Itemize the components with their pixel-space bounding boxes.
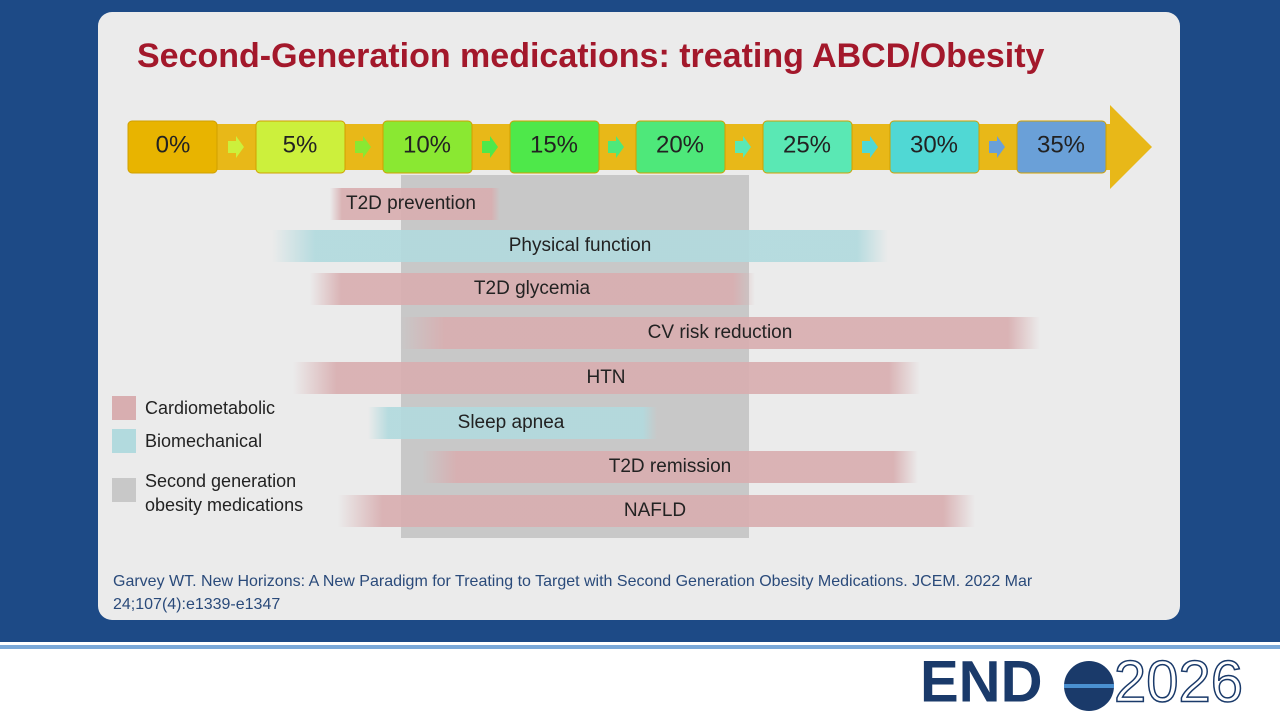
legend-swatch (112, 429, 136, 453)
scale-label: 15% (530, 131, 578, 158)
outcome-label: T2D glycemia (474, 278, 591, 299)
outcome-bar (338, 495, 975, 527)
scale-box (1016, 120, 1107, 174)
outcome-label: NAFLD (624, 500, 686, 521)
scale-label: 30% (910, 131, 958, 158)
scale-box (127, 120, 218, 174)
logo-year: 2026 (1114, 649, 1243, 714)
scale-box (889, 120, 980, 174)
scale-label: 20% (656, 131, 704, 158)
legend-label: Second generation (145, 471, 296, 491)
title: Second-Generation medications: treating … (137, 37, 1045, 75)
scale-arrow (228, 136, 244, 158)
scale: 0% 5% 10% 15% 20% 25% 30% 35% (127, 120, 1107, 174)
legend-label: Cardiometabolic (145, 398, 275, 418)
outcome-label: CV risk reduction (648, 322, 793, 343)
scale-box (635, 120, 726, 174)
outcome-bar (293, 362, 920, 394)
outcome-label: Physical function (509, 235, 652, 256)
outcome-bar (310, 273, 755, 305)
logo-text: END (920, 649, 1042, 714)
outcome-bar (400, 317, 1040, 349)
legend-swatch (112, 478, 136, 502)
outcome-bar (330, 188, 500, 220)
outcome-bar (368, 407, 657, 439)
outcome-label: T2D prevention (346, 193, 476, 214)
outcome-label: T2D remission (609, 456, 731, 477)
bars: T2D prevention Physical function T2D glyce… (272, 188, 1040, 527)
footer-line (0, 645, 1280, 649)
outcome-bar (272, 230, 888, 262)
citation: Garvey WT. New Horizons: A New Paradigm … (113, 573, 1033, 590)
arrow-head (1110, 105, 1152, 189)
logo-globe-band (1064, 684, 1114, 688)
scale-box (382, 120, 473, 174)
legend-label: obesity medications (145, 495, 303, 515)
scale-arrow (735, 136, 751, 158)
scale-arrow (355, 136, 371, 158)
legend-label: Biomechanical (145, 431, 262, 451)
second-gen-zone (401, 175, 749, 538)
scale-box (255, 120, 346, 174)
scale-label: 10% (403, 131, 451, 158)
citation: 24;107(4):e1339-e1347 (113, 596, 280, 613)
scale-arrow (989, 136, 1005, 158)
scale-label: 25% (783, 131, 831, 158)
scale-box (509, 120, 600, 174)
scale-label: 5% (283, 131, 318, 158)
scale-label: 35% (1037, 131, 1085, 158)
scale-label: 0% (156, 131, 191, 158)
scale-box (762, 120, 853, 174)
scale-arrow (608, 136, 624, 158)
scale-arrow (862, 136, 878, 158)
legend-swatch (112, 396, 136, 420)
outcome-label: Sleep apnea (458, 412, 565, 433)
outcome-bar (422, 451, 918, 483)
outcome-label: HTN (586, 367, 625, 388)
scale-arrow (482, 136, 498, 158)
